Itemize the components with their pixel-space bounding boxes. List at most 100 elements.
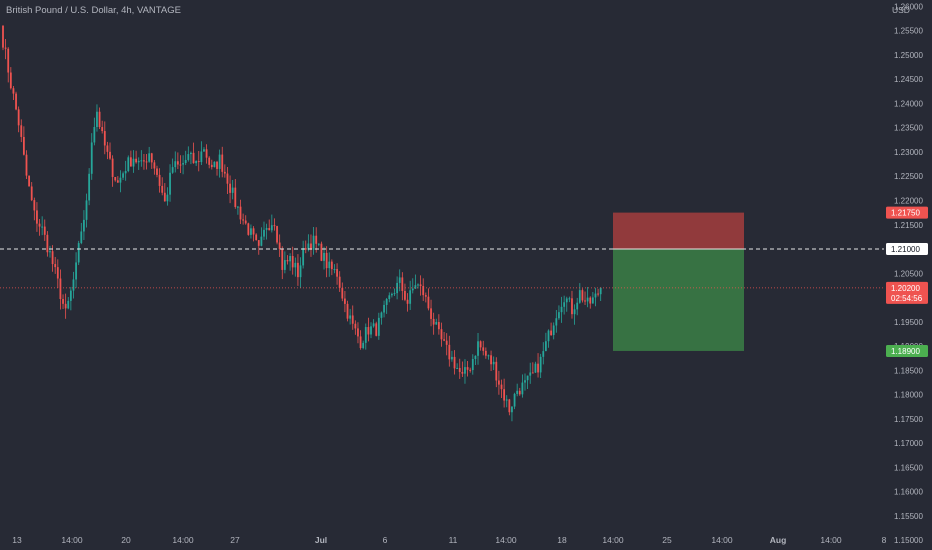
candle: [422, 278, 425, 301]
candle-body: [594, 293, 597, 298]
candle-body: [90, 142, 93, 174]
candle: [411, 278, 414, 294]
candle: [210, 159, 213, 170]
candle-body: [495, 361, 498, 381]
candle-body: [96, 111, 98, 127]
time-tick-label: 18: [557, 535, 567, 545]
price-axis: 1.26000 1.25500 1.25000 1.24500 1.24000 1.235…: [894, 2, 923, 545]
candle-body: [393, 293, 396, 295]
candle-body: [286, 260, 289, 262]
candle: [291, 246, 294, 275]
candle: [294, 257, 297, 277]
candle: [471, 354, 474, 375]
candle: [531, 362, 534, 374]
candle: [143, 154, 145, 170]
candle-body: [487, 355, 490, 357]
candle-body: [325, 252, 328, 269]
candle: [156, 165, 158, 178]
candle: [103, 121, 106, 155]
candle: [132, 150, 135, 173]
candle: [443, 332, 445, 342]
candle: [393, 288, 396, 297]
price-tick-label: 1.22500: [894, 172, 923, 181]
candle-body: [396, 282, 399, 294]
candle-body: [20, 125, 23, 137]
candle-body: [56, 267, 59, 279]
candle-body: [25, 154, 28, 176]
candle-body: [362, 342, 365, 349]
candle-body: [119, 177, 122, 183]
candle: [187, 146, 190, 162]
candle: [46, 231, 49, 257]
candle: [137, 157, 140, 170]
candle: [492, 356, 495, 371]
candle-body: [310, 243, 312, 250]
candle: [362, 340, 365, 350]
candle: [197, 151, 200, 172]
target-price-badge-bg: [886, 344, 928, 357]
candle-body: [166, 194, 169, 202]
candle: [161, 177, 164, 196]
candle-body: [276, 226, 278, 243]
candle: [578, 283, 581, 304]
candle: [192, 142, 195, 164]
candle-body: [484, 350, 487, 356]
candle: [437, 314, 440, 335]
candle: [12, 85, 15, 101]
candle: [458, 358, 461, 379]
candle-body: [237, 206, 239, 208]
candle-body: [375, 323, 378, 336]
candle-body: [297, 262, 299, 278]
candle: [124, 160, 127, 181]
candle: [424, 292, 427, 303]
candle: [203, 147, 205, 152]
candle-body: [244, 220, 247, 224]
time-tick-label: 14:00: [711, 535, 733, 545]
target-price-badge-text: 1.18900: [891, 347, 920, 356]
candle: [101, 120, 104, 134]
candle-body: [521, 382, 524, 395]
candle-body: [430, 308, 432, 319]
last-price-badge-bg: [886, 281, 928, 304]
candle: [171, 158, 174, 174]
candle-body: [33, 200, 36, 211]
candle: [568, 296, 571, 303]
candle: [218, 149, 221, 178]
candle-body: [268, 228, 271, 231]
candle-body: [584, 300, 586, 302]
stop-loss-zone: [613, 212, 744, 250]
candle: [41, 216, 44, 236]
candle: [260, 227, 263, 247]
candle-body: [2, 25, 4, 48]
candle-body: [231, 187, 234, 193]
candle-body: [278, 242, 281, 249]
candle-body: [169, 172, 171, 195]
candle: [351, 305, 354, 330]
candle-body: [547, 330, 550, 342]
candle-body: [586, 297, 589, 302]
candle-body: [578, 290, 581, 303]
candle: [98, 107, 101, 130]
candle-body: [54, 264, 57, 268]
candle-body: [111, 158, 114, 177]
time-tick-label: 13: [12, 535, 22, 545]
price-tick-label: 1.25500: [894, 27, 923, 36]
candle: [503, 378, 506, 408]
candle-body: [49, 251, 51, 253]
candle-body: [247, 223, 250, 235]
candle-body: [88, 173, 91, 201]
candle-body: [437, 322, 440, 330]
candle: [440, 322, 443, 347]
candle-body: [260, 236, 263, 246]
candle-body: [273, 225, 276, 227]
candle: [22, 126, 25, 156]
candle-body: [289, 255, 291, 262]
candle-body: [351, 315, 354, 324]
candle-body: [364, 327, 367, 343]
candle: [255, 233, 258, 241]
candle-body: [64, 303, 67, 309]
candle-body: [330, 261, 333, 270]
